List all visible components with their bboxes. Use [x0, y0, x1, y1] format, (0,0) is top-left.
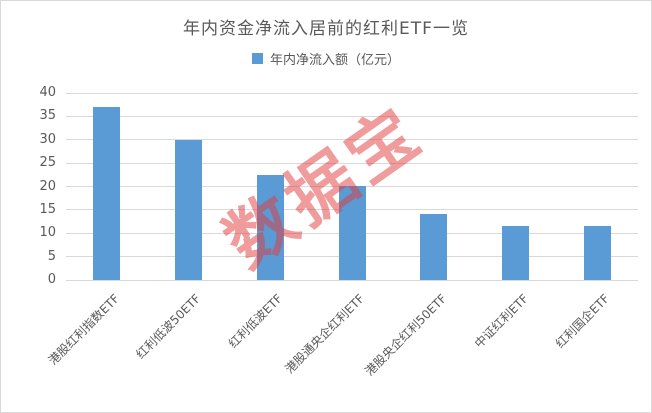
gridline-y-40 [66, 92, 638, 94]
legend-square-icon [251, 53, 263, 64]
y-axis-tick-20: 20 [39, 178, 56, 194]
x-axis-label-红利国企ETF: 红利国企ETF [553, 291, 613, 351]
y-axis-tick-0: 0 [47, 272, 56, 287]
y-axis-tick-15: 15 [39, 201, 56, 217]
x-axis-label-港股通央企红利ETF: 港股通央企红利ETF [282, 291, 368, 377]
y-axis-tick-10: 10 [39, 225, 56, 241]
y-axis-tick-5: 5 [47, 248, 56, 264]
y-axis-tick-35: 35 [39, 108, 56, 124]
bar-红利低波ETF [256, 174, 284, 280]
chart-legend: 年内净流入额（亿元） [1, 49, 651, 68]
chart-title: 年内资金净流入居前的红利ETF一览 [183, 19, 469, 39]
bar-港股红利指数ETF [93, 107, 121, 280]
bar-红利低波50ETF [175, 139, 203, 280]
gridline-y-30 [66, 139, 638, 141]
x-axis-label-红利低波ETF: 红利低波ETF [226, 291, 286, 351]
y-axis-tick-30: 30 [39, 131, 56, 147]
y-axis-tick-25: 25 [39, 155, 56, 171]
bar-红利国企ETF [583, 225, 611, 280]
gridline-y-35 [66, 115, 638, 117]
plot-area [66, 92, 638, 281]
bar-港股通央企红利ETF [338, 185, 366, 280]
gridline-y-25 [66, 162, 638, 164]
x-axis-label-中证红利ETF: 中证红利ETF [471, 291, 531, 351]
legend-label: 年内净流入额（亿元） [269, 53, 400, 68]
x-axis-label-港股红利指数ETF: 港股红利指数ETF [45, 291, 123, 368]
x-axis-label-港股央企红利50ETF: 港股央企红利50ETF [361, 291, 450, 379]
bar-港股央企红利50ETF [420, 213, 448, 280]
bar-中证红利ETF [501, 225, 529, 280]
x-axis-label-红利低波50ETF: 红利低波50ETF [133, 291, 204, 362]
y-axis-tick-40: 40 [39, 85, 56, 100]
gridline-y-0 [66, 279, 638, 281]
